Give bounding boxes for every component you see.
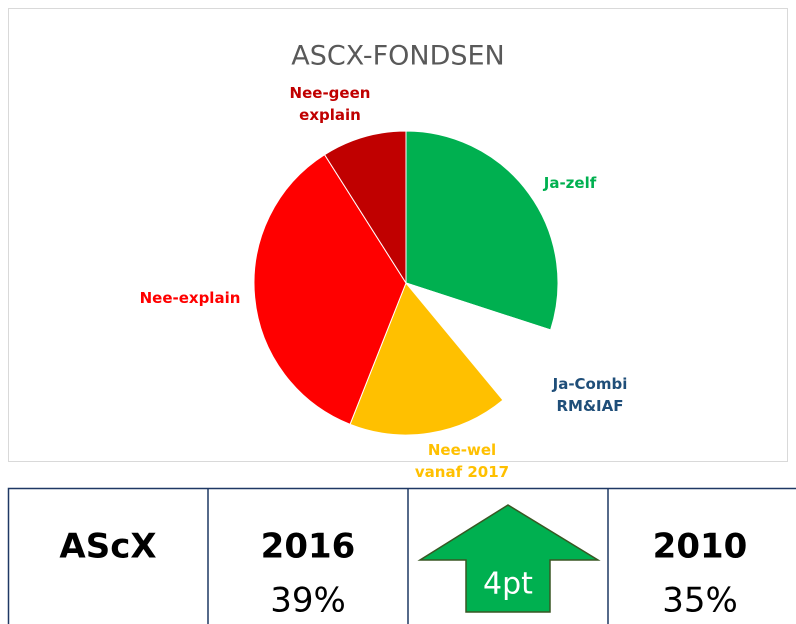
cell-value: 35% — [662, 581, 738, 621]
up-arrow — [417, 504, 601, 613]
slice-label: Ja-zelf — [543, 174, 597, 192]
pie-slice — [323, 130, 407, 285]
pie-slice — [405, 130, 559, 331]
pie-slice — [253, 153, 407, 425]
pie-slice — [404, 281, 552, 401]
slice-label: Ja-Combi RM&IAF — [552, 375, 628, 415]
table: AScX 2016 39% 4pt 2010 35% — [7, 487, 796, 624]
slice-label: Nee-explain — [139, 289, 241, 307]
slice-label: Nee-geen explain — [289, 84, 371, 124]
cell-value: 39% — [270, 581, 346, 621]
cell-title: AScX — [59, 527, 156, 567]
table-frame — [7, 487, 796, 624]
cell-title: 2016 — [261, 527, 356, 567]
arrow-label: 4pt — [483, 567, 533, 602]
cell-title: 2010 — [653, 527, 748, 567]
pie-slice — [349, 282, 504, 436]
slice-label: Nee-wel vanaf 2017 — [414, 441, 510, 481]
chart-title: ASCX-FONDSEN — [291, 41, 505, 72]
